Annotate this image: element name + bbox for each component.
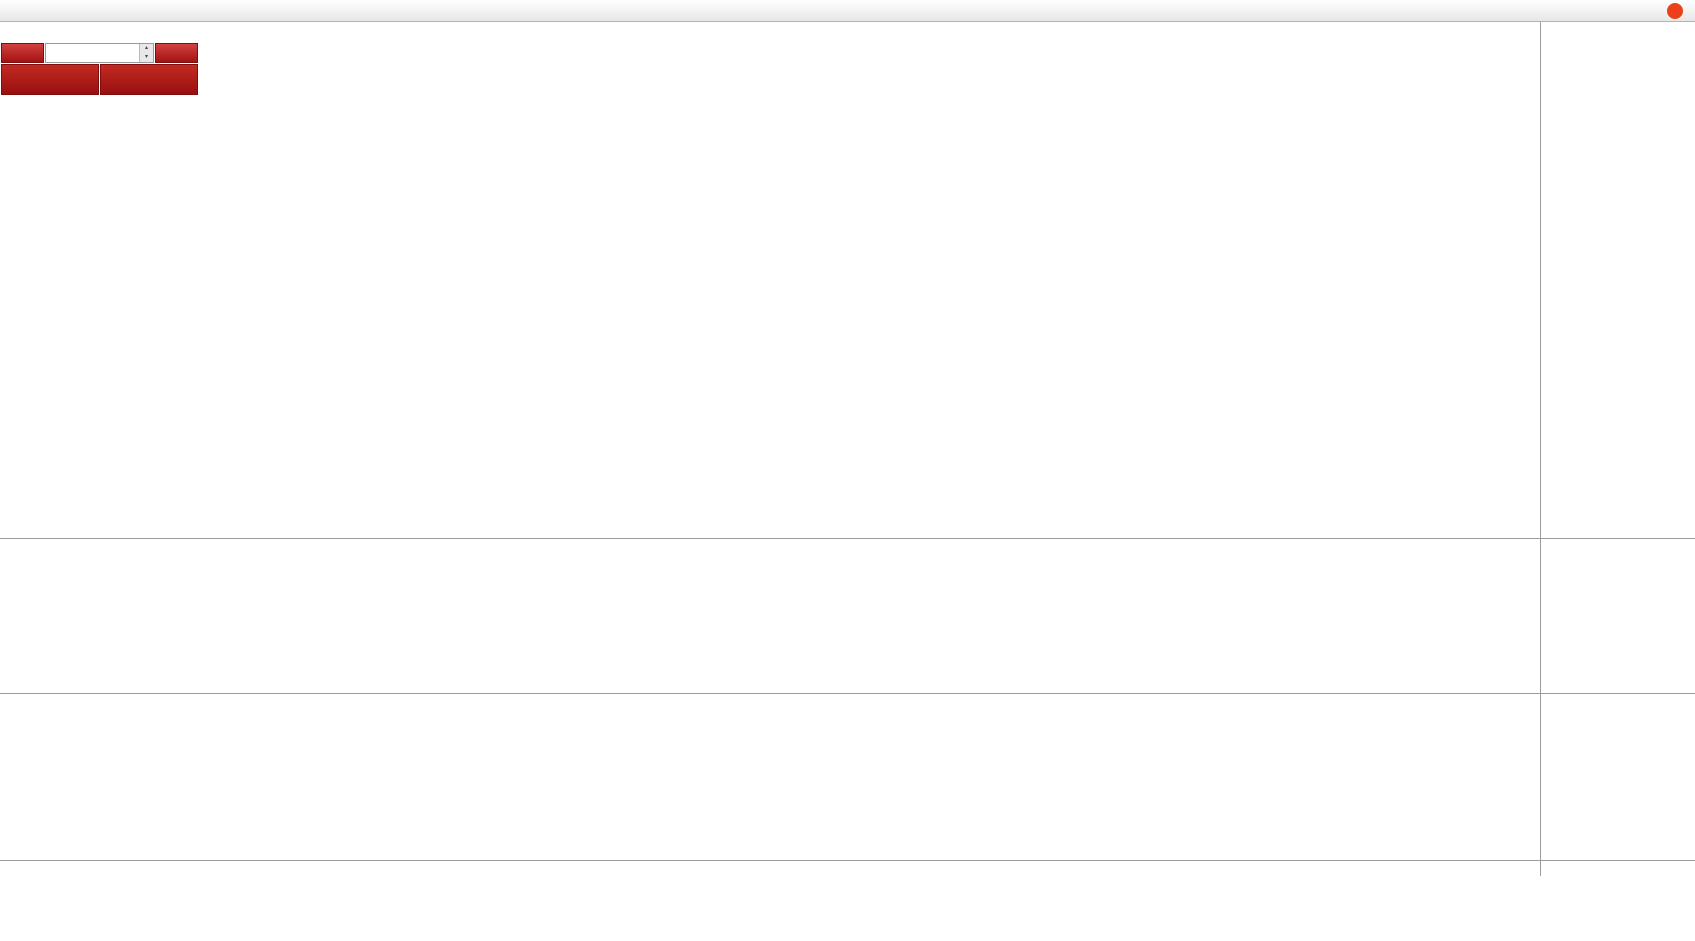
sell-button[interactable] <box>1 43 44 63</box>
buy-price-display[interactable] <box>100 64 198 95</box>
volume-increase-button[interactable]: ▴ <box>140 44 153 53</box>
panel-separator <box>0 693 1695 694</box>
macd-plot[interactable] <box>0 538 1540 693</box>
search-button[interactable] <box>1646 1 1650 21</box>
trade-panel-price-row <box>1 64 198 95</box>
panel-separator <box>0 538 1695 539</box>
notification-badge[interactable] <box>1667 2 1683 19</box>
volume-field[interactable]: ▴ ▾ <box>45 43 154 63</box>
volume-value[interactable] <box>46 44 139 62</box>
panel-separator <box>0 860 1695 861</box>
rsi-plot[interactable] <box>0 693 1540 860</box>
one-click-trading-panel: ▴ ▾ <box>1 43 198 95</box>
candlestick-plot[interactable] <box>0 22 1540 538</box>
price-axis-border <box>1540 22 1541 876</box>
trade-panel-top-row: ▴ ▾ <box>1 43 198 63</box>
toolbar <box>0 0 1695 22</box>
volume-decrease-button[interactable]: ▾ <box>140 53 153 62</box>
buy-button[interactable] <box>155 43 198 63</box>
sell-price-display[interactable] <box>1 64 99 95</box>
volume-spinner: ▴ ▾ <box>139 44 153 62</box>
toolbar-right <box>1645 1 1691 21</box>
